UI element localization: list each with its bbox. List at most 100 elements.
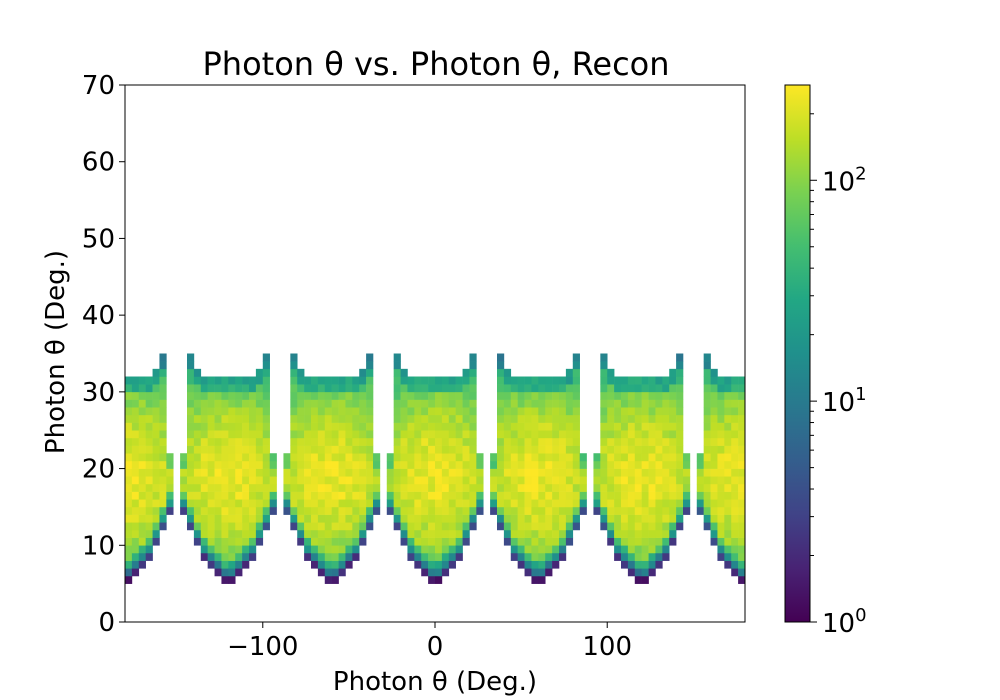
heatmap-cell xyxy=(559,522,567,531)
heatmap-cell xyxy=(338,560,346,569)
heatmap-cell xyxy=(393,391,401,400)
heatmap-cell xyxy=(724,468,732,477)
heatmap-cell xyxy=(634,545,642,554)
heatmap-cell xyxy=(145,529,153,538)
heatmap-cell xyxy=(193,491,202,500)
heatmap-cell xyxy=(455,399,463,408)
heatmap-cell xyxy=(621,376,629,385)
heatmap-cell xyxy=(249,506,257,515)
heatmap-cell xyxy=(648,506,656,515)
heatmap-cell xyxy=(131,522,140,531)
heatmap-cell xyxy=(572,499,580,508)
heatmap-cell xyxy=(366,376,374,385)
heatmap-cell xyxy=(627,476,636,485)
heatmap-cell xyxy=(324,430,332,439)
heatmap-cell xyxy=(593,468,601,477)
heatmap-cell xyxy=(386,499,394,508)
heatmap-cell xyxy=(262,460,270,469)
heatmap-cell xyxy=(366,437,374,446)
heatmap-cell xyxy=(655,399,663,408)
heatmap-cell xyxy=(290,407,298,416)
heatmap-cell xyxy=(317,437,326,446)
heatmap-cell xyxy=(441,483,450,492)
heatmap-cell xyxy=(724,529,732,538)
heatmap-cell xyxy=(311,483,319,492)
heatmap-cell xyxy=(304,483,312,492)
heatmap-cell xyxy=(655,391,663,400)
heatmap-cell xyxy=(717,430,725,439)
heatmap-cell xyxy=(317,545,326,554)
heatmap-cell xyxy=(435,460,443,469)
heatmap-cell xyxy=(125,437,133,446)
heatmap-cell xyxy=(414,560,422,569)
heatmap-cell xyxy=(621,491,629,500)
heatmap-cell xyxy=(407,460,415,469)
heatmap-cell xyxy=(724,414,732,423)
heatmap-cell xyxy=(662,506,670,515)
heatmap-cell xyxy=(710,529,718,538)
heatmap-cell xyxy=(221,407,229,416)
heatmap-cell xyxy=(510,545,518,554)
x-tick-label: 100 xyxy=(582,632,632,662)
heatmap-cell xyxy=(428,384,436,393)
heatmap-cell xyxy=(435,506,443,515)
heatmap-cell xyxy=(738,460,746,469)
heatmap-cell xyxy=(441,453,450,462)
heatmap-cell xyxy=(407,522,415,531)
heatmap-cell xyxy=(559,552,567,561)
heatmap-cell xyxy=(545,384,553,393)
heatmap-cell xyxy=(738,552,746,561)
heatmap-cell xyxy=(676,453,684,462)
heatmap-cell xyxy=(428,391,436,400)
heatmap-cell xyxy=(283,453,291,462)
heatmap-cell xyxy=(607,460,615,469)
heatmap-cell xyxy=(462,399,470,408)
heatmap-cell xyxy=(655,522,663,531)
heatmap-cell xyxy=(145,460,153,469)
heatmap-cell xyxy=(152,430,160,439)
heatmap-cell xyxy=(138,499,146,508)
heatmap-cell xyxy=(421,476,429,485)
heatmap-cell xyxy=(200,376,208,385)
heatmap-cell xyxy=(676,460,684,469)
heatmap-cell xyxy=(621,422,629,431)
heatmap-cell xyxy=(600,353,608,362)
heatmap-cell xyxy=(221,552,229,561)
x-tick-label: −100 xyxy=(227,632,298,662)
heatmap-cell xyxy=(435,376,443,385)
heatmap-cell xyxy=(407,537,415,546)
heatmap-cell xyxy=(552,476,560,485)
heatmap-cell xyxy=(187,468,195,477)
heatmap-cell xyxy=(565,399,574,408)
heatmap-cell xyxy=(607,445,615,454)
heatmap-cell xyxy=(607,468,615,477)
heatmap-cell xyxy=(159,422,167,431)
heatmap-cell xyxy=(297,483,305,492)
heatmap-cell xyxy=(634,506,642,515)
heatmap-cell xyxy=(345,522,353,531)
heatmap-cell xyxy=(331,468,339,477)
heatmap-cell xyxy=(448,460,456,469)
heatmap-cell xyxy=(621,430,629,439)
heatmap-cell xyxy=(717,414,725,423)
heatmap-cell xyxy=(490,453,498,462)
heatmap-cell xyxy=(497,445,505,454)
heatmap-cell xyxy=(476,460,484,469)
y-axis-label: Photon θ (Deg.) xyxy=(41,250,71,454)
heatmap-cell xyxy=(545,376,553,385)
heatmap-cell xyxy=(717,453,725,462)
heatmap-cell xyxy=(703,368,711,377)
heatmap-cell xyxy=(724,460,732,469)
heatmap-cell xyxy=(221,545,229,554)
heatmap-cell xyxy=(152,506,160,515)
heatmap-cell xyxy=(187,414,195,423)
heatmap-cell xyxy=(731,422,739,431)
heatmap-cell xyxy=(510,522,518,531)
heatmap-cell xyxy=(538,537,546,546)
heatmap-cell xyxy=(131,506,140,515)
heatmap-cell xyxy=(552,468,560,477)
heatmap-cell xyxy=(317,568,326,577)
colorbar-tick-label: 101 xyxy=(822,384,867,418)
heatmap-cell xyxy=(559,437,567,446)
